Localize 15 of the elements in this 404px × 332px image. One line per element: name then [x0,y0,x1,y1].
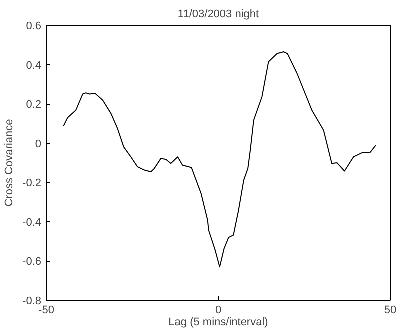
y-axis-title: Cross Covariance [4,119,16,207]
chart-title: 11/03/2003 night [178,8,260,20]
x-tick-label: 0 [215,304,222,316]
x-tick-label: -50 [38,304,54,316]
x-axis-title: Lag (5 mins/interval) [168,316,268,328]
y-tick-label: -0.8 [22,296,42,308]
line-series [63,52,377,268]
y-tick-label: 0.4 [26,60,42,72]
y-tick-label: -0.2 [22,178,42,190]
y-tick-label: 0.2 [26,99,42,112]
x-tick-label: 50 [384,304,397,316]
y-tick-label: 0 [35,138,42,150]
y-tick-label: -0.4 [22,216,42,229]
y-tick-label: -0.6 [22,256,42,268]
y-tick-label: 0.6 [26,20,42,32]
